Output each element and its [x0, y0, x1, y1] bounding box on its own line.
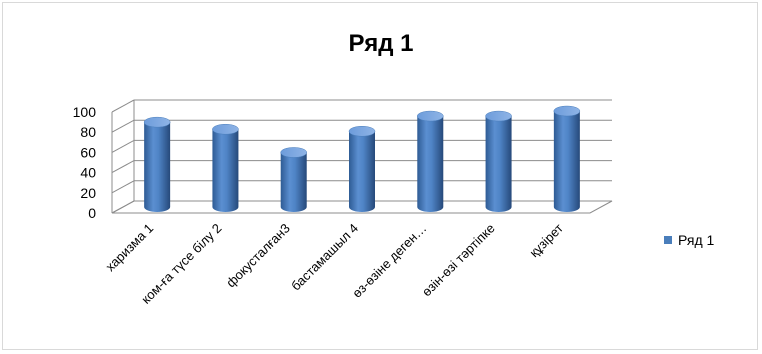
side-gridline	[111, 160, 135, 174]
bar-body	[485, 116, 512, 212]
bar	[485, 110, 512, 212]
side-gridline	[111, 200, 135, 214]
y-tick-label: 40	[80, 165, 96, 181]
chart-area	[2, 2, 758, 350]
chart-title: Ряд 1	[348, 30, 414, 57]
bar-body	[553, 111, 580, 212]
x-tick-label: харизма 1	[102, 221, 156, 275]
bar	[280, 147, 307, 212]
y-tick-label: 80	[80, 124, 96, 140]
bar-body	[349, 131, 375, 212]
x-tick-label: бастамашыл 4	[288, 221, 361, 294]
legend-label: Ряд 1	[678, 232, 715, 248]
side-gridline	[111, 180, 135, 194]
bar	[417, 110, 444, 212]
y-axis: 0 20 40 60 80 100	[73, 100, 135, 221]
x-tick-label: өз-өзіне деген…	[349, 221, 429, 301]
bar-top	[485, 110, 512, 122]
bar	[348, 126, 376, 212]
y-tick-label: 0	[88, 205, 96, 221]
bar-body	[212, 129, 239, 212]
legend-swatch	[664, 236, 672, 244]
bar-top	[417, 110, 444, 122]
bar-body	[280, 152, 307, 212]
bar-top	[212, 123, 239, 135]
bar-top	[143, 116, 171, 128]
bar-body	[144, 122, 171, 212]
y-tick-label: 100	[73, 104, 97, 120]
bar	[553, 105, 581, 212]
x-tick-label: өзін-өзі тәртіпке	[419, 221, 498, 300]
x-tick-label: фокусталған3	[223, 221, 293, 291]
side-gridline	[111, 139, 135, 153]
bar-top	[553, 105, 581, 117]
x-tick-label: құзірет	[526, 220, 566, 260]
side-gridline	[111, 119, 135, 133]
bar-body	[417, 116, 444, 212]
bars	[143, 105, 581, 212]
bar-top	[280, 147, 307, 158]
bar	[212, 123, 239, 212]
legend: Ряд 1	[664, 232, 715, 248]
side-gridline	[111, 99, 135, 113]
bar-top	[348, 126, 376, 137]
bar	[143, 116, 171, 212]
y-tick-label: 20	[80, 185, 96, 201]
y-tick-label: 60	[80, 144, 96, 160]
